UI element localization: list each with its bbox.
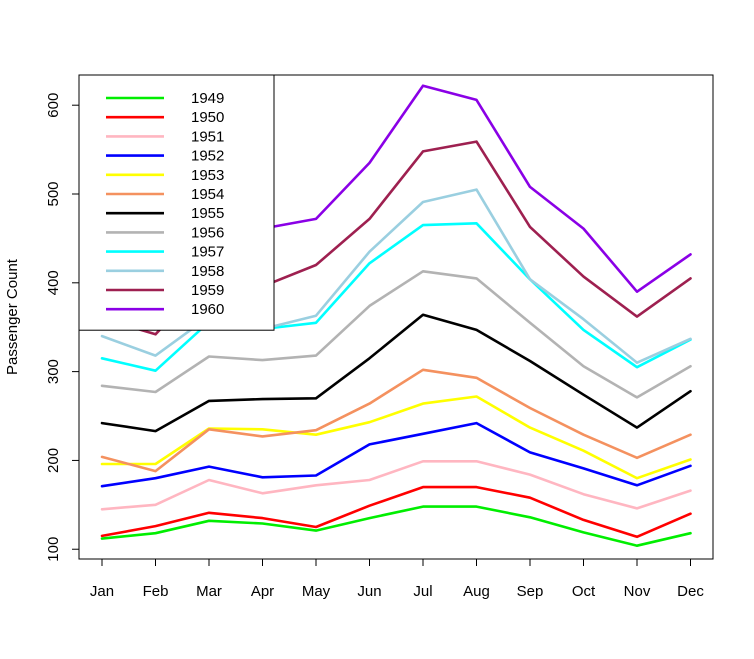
y-axis-title: Passenger Count	[4, 258, 21, 375]
series-line-1953	[100, 395, 692, 480]
legend-label-1960: 1960	[191, 301, 224, 318]
x-axis: Jan Feb Mar Apr May Jun Jul Aug Sep Oct Nov Dec	[90, 559, 704, 600]
x-tick-label: Nov	[624, 583, 651, 600]
legend-label-1954: 1954	[191, 186, 224, 203]
legend-label-1957: 1957	[191, 244, 224, 261]
x-tick-label: Mar	[196, 583, 222, 600]
x-tick-label: May	[302, 583, 331, 600]
series-line-1956	[100, 269, 692, 399]
y-axis: 100 200 300 400 500 600	[45, 93, 79, 562]
y-tick-label: 300	[45, 359, 62, 384]
series-line-1951	[100, 459, 692, 511]
y-tick-label: 600	[45, 93, 62, 118]
x-tick-label: Aug	[463, 583, 490, 600]
legend-label-1953: 1953	[191, 167, 224, 184]
x-tick-label: Jan	[90, 583, 114, 600]
legend-label-1949: 1949	[191, 90, 224, 107]
x-tick-label: Dec	[677, 583, 704, 600]
legend-label-1955: 1955	[191, 205, 224, 222]
series-line-1950	[100, 485, 692, 539]
legend-label-1956: 1956	[191, 224, 224, 241]
x-tick-label: Apr	[251, 583, 274, 600]
series-line-1954	[100, 368, 692, 473]
series-line-1952	[100, 421, 692, 488]
x-tick-label: Oct	[572, 583, 596, 600]
x-tick-label: Jul	[413, 583, 432, 600]
y-tick-label: 100	[45, 537, 62, 562]
series-line-1955	[100, 313, 692, 433]
x-tick-label: Feb	[143, 583, 169, 600]
legend-label-1958: 1958	[191, 263, 224, 280]
legend-label-1951: 1951	[191, 128, 224, 145]
x-tick-label: Sep	[517, 583, 544, 600]
legend: 1949 1950 1951 1952 1953 1954 1955 1956 1957 1958…	[78, 74, 275, 331]
y-tick-label: 500	[45, 181, 62, 206]
legend-box	[78, 74, 275, 331]
legend-label-1959: 1959	[191, 282, 224, 299]
y-tick-label: 400	[45, 270, 62, 295]
y-tick-label: 200	[45, 448, 62, 473]
legend-label-1952: 1952	[191, 148, 224, 165]
x-tick-label: Jun	[357, 583, 381, 600]
series-line-1949	[100, 505, 692, 548]
legend-label-1950: 1950	[191, 109, 224, 126]
